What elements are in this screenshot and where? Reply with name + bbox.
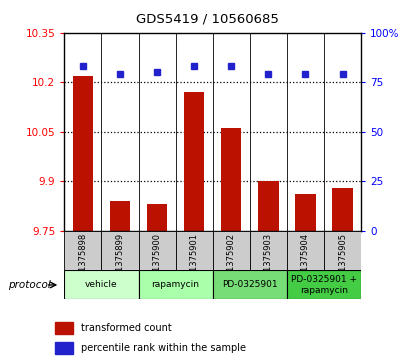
Bar <box>287 231 324 270</box>
Text: vehicle: vehicle <box>85 281 118 289</box>
Bar <box>213 231 250 270</box>
Text: percentile rank within the sample: percentile rank within the sample <box>81 343 246 353</box>
Bar <box>221 128 242 231</box>
Bar <box>295 194 316 231</box>
Text: GDS5419 / 10560685: GDS5419 / 10560685 <box>136 13 279 26</box>
Text: rapamycin: rapamycin <box>151 281 200 289</box>
Text: PD-0325901 +
rapamycin: PD-0325901 + rapamycin <box>291 275 357 295</box>
Bar <box>250 231 287 270</box>
Text: protocol: protocol <box>8 280 51 290</box>
Bar <box>176 231 213 270</box>
Bar <box>139 231 176 270</box>
Bar <box>147 204 167 231</box>
Bar <box>101 231 139 270</box>
Bar <box>332 188 353 231</box>
Bar <box>213 270 287 299</box>
Text: GSM1375901: GSM1375901 <box>190 232 199 289</box>
Text: GSM1375899: GSM1375899 <box>115 232 124 289</box>
Text: GSM1375900: GSM1375900 <box>153 232 161 289</box>
Text: GSM1375905: GSM1375905 <box>338 232 347 289</box>
Bar <box>64 270 139 299</box>
Bar <box>258 181 278 231</box>
Bar <box>64 231 101 270</box>
Bar <box>55 322 73 334</box>
Bar <box>110 201 130 231</box>
Bar <box>184 92 204 231</box>
Text: transformed count: transformed count <box>81 323 171 333</box>
Text: PD-0325901: PD-0325901 <box>222 281 278 289</box>
Text: GSM1375903: GSM1375903 <box>264 232 273 289</box>
Bar <box>139 270 213 299</box>
Text: GSM1375898: GSM1375898 <box>78 232 88 289</box>
Bar <box>55 342 73 354</box>
Bar <box>287 270 361 299</box>
Text: GSM1375904: GSM1375904 <box>301 232 310 289</box>
Bar <box>73 76 93 231</box>
Bar <box>324 231 361 270</box>
Text: GSM1375902: GSM1375902 <box>227 232 236 289</box>
